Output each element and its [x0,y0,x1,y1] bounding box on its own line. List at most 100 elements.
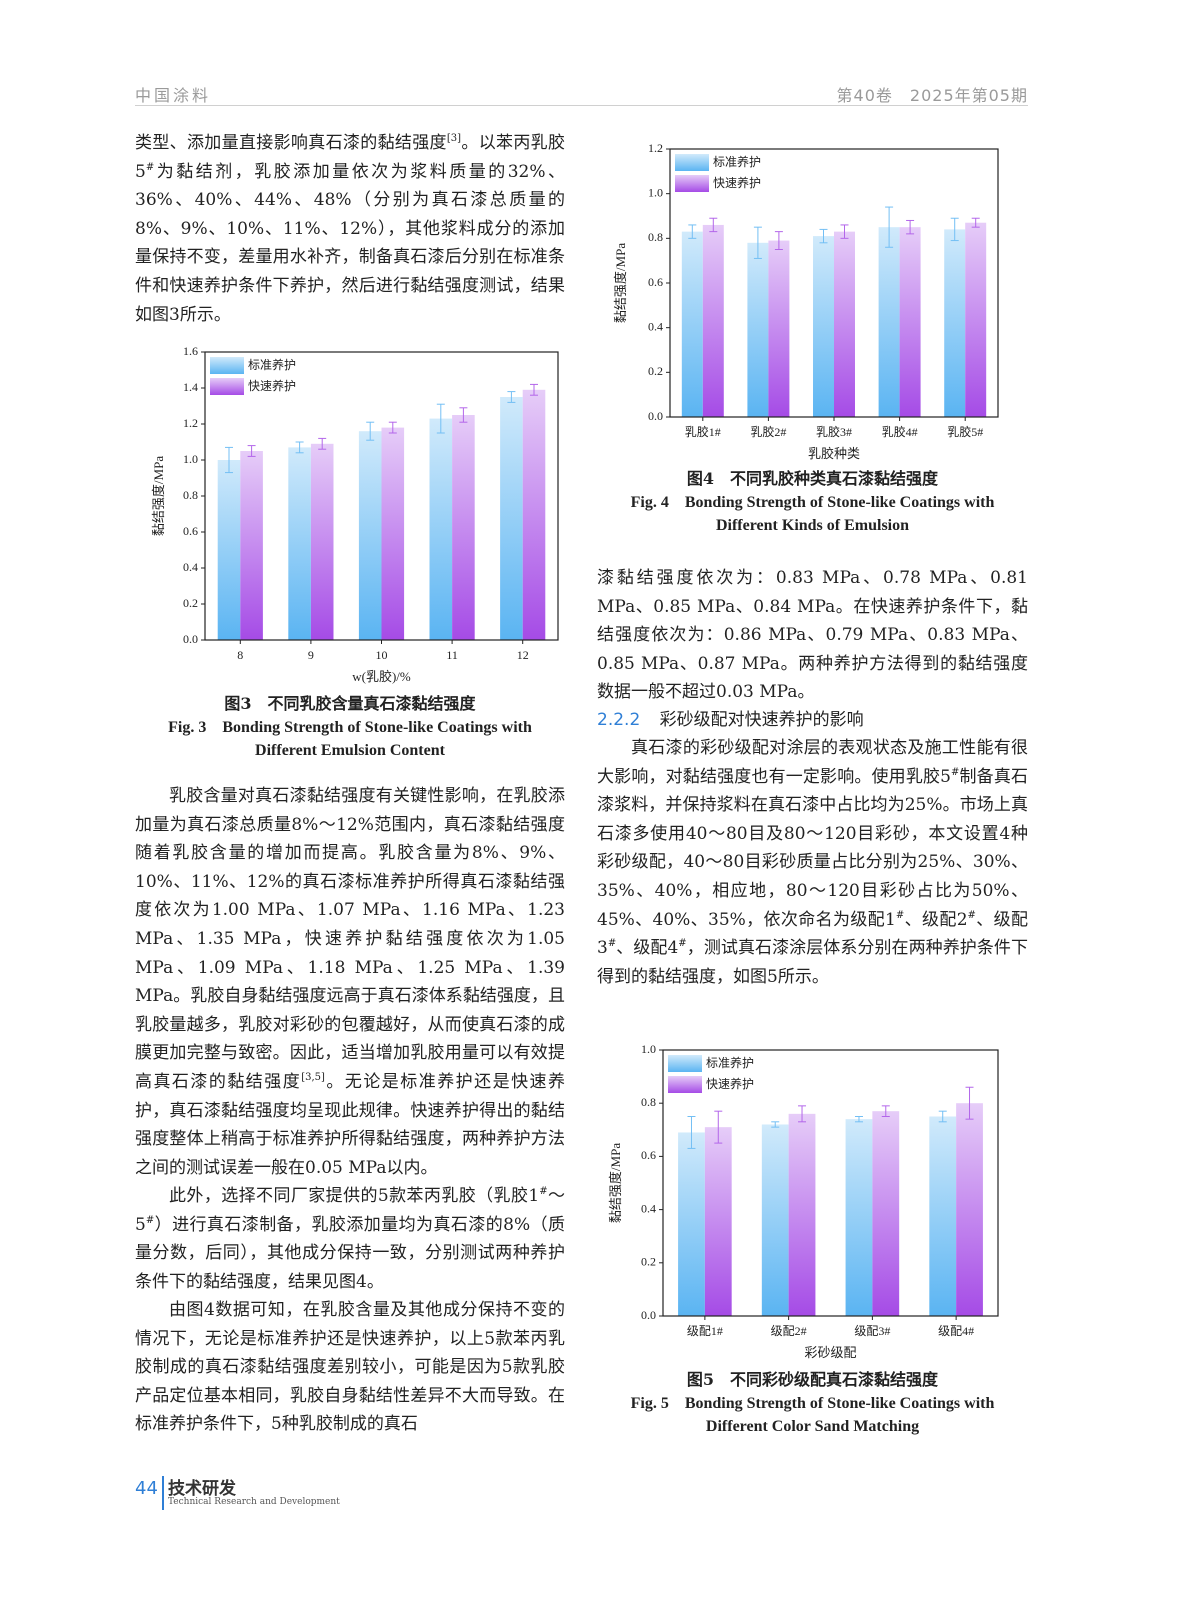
text-run: 乳胶含量对真石漆黏结强度有关键性影响，在乳胶添加量为真石漆总质量8%～12%范围… [135,786,565,1092]
section-heading: 2.2.2 彩砂级配对快速养护的影响 [597,706,864,734]
paragraph: 漆黏结强度依次为：0.83 MPa、0.78 MPa、0.81 MPa、0.85… [597,564,1028,707]
legend-swatch [210,357,244,374]
bar [702,224,724,417]
x-tick-label: 级配3# [854,1324,890,1338]
legend-label: 快速养护 [248,378,296,393]
bar [788,1113,816,1316]
footer-bar [162,1476,164,1510]
bar [813,236,834,417]
x-tick-label: 乳胶1# [685,424,721,439]
error-bar [840,224,849,239]
x-tick-label: 乳胶3# [816,424,852,439]
heading-number: 2.2.2 [597,710,641,730]
text-run: 、级配2 [904,909,968,930]
paragraph: 此外，选择不同厂家提供的5款苯丙乳胶（乳胶1#～5#）进行真石漆制备，乳胶添加量… [135,1182,565,1296]
caption-line: Fig. 5 Bonding Strength of Stone-like Co… [630,1394,995,1412]
error-bar [950,217,959,242]
bar [429,418,453,640]
text-run: 由图4数据可知，在乳胶含量及其他成分保持不变的情况下，无论是标准养护还是快速养护… [135,1300,565,1435]
paragraph: 由图4数据可知，在乳胶含量及其他成分保持不变的情况下，无论是标准养护还是快速养护… [135,1296,565,1439]
bar [681,231,703,417]
error-bar [774,231,783,250]
y-tick-label: 0.4 [641,1201,656,1215]
y-axis-label: 黏结强度/MPa [151,456,166,536]
y-tick-label: 0.8 [648,230,663,244]
y-tick-label: 1.2 [648,141,663,155]
caption-line: Different Color Sand Matching [705,1418,920,1435]
x-tick-label: 12 [517,648,529,662]
figure-caption: 图5 不同彩砂级配真石漆黏结强度 Fig. 5 Bonding Strength … [597,1368,1028,1439]
text-run: 为黏结剂，乳胶添加量依次为浆料质量的32%、36%、40%、44%、48%（分别… [135,161,565,325]
x-tick-label: 级配1# [687,1324,723,1338]
error-bar [885,206,894,248]
bar [944,229,966,417]
error-bar [688,224,697,239]
text-run: 。以苯丙乳胶5 [135,133,566,182]
text-run: ～5 [135,1186,566,1235]
bar [761,1124,789,1316]
y-tick-label: 0.2 [648,364,663,378]
x-tick-label: 11 [446,648,458,662]
superscript: # [678,938,687,950]
y-tick-label: 0.6 [641,1148,656,1162]
bar [845,1119,873,1316]
bar [965,222,987,417]
issue: 第40卷 2025年第05期 [836,86,1028,105]
y-tick-label: 1.2 [183,416,198,430]
error-bar [906,219,915,235]
superscript: # [950,766,960,778]
text-run: 漆黏结强度依次为：0.83 MPa、0.78 MPa、0.81 MPa、0.85… [597,568,1028,703]
y-tick-label: 1.0 [641,1042,656,1056]
text-run: 、级配3 [597,909,1029,959]
y-tick-label: 0.2 [641,1255,656,1269]
superscript: # [539,1186,548,1197]
y-tick-label: 1.6 [183,344,198,358]
error-bar [318,437,327,450]
bar [522,389,546,640]
text-run: 制备真石漆浆料，并保持浆料在真石漆中占比均为25%。市场上真石漆多使用40～80… [597,766,1028,930]
bar [240,451,263,640]
page-number: 44 [135,1478,158,1499]
error-bar [771,1121,780,1128]
text-run: ，测试真石漆涂层体系分别在两种养护条件下得到的黏结强度，如图5所示。 [597,938,1028,987]
chart: 0.0 0.2 0.4 0.6 0.8 1.0 级配1# 级配2# 级配3# 级配4# 彩砂级配 黏结… [608,1042,999,1360]
bar [929,1116,957,1316]
y-tick-label: 0.6 [648,275,663,289]
plot-frame [669,148,999,418]
y-tick-label: 0.6 [183,524,198,538]
superscript: # [145,161,155,173]
error-bar [366,421,375,441]
y-axis-label: 黏结强度/MPa [608,1143,623,1223]
x-tick-label: 乳胶5# [947,424,983,439]
x-tick-label: 级配4# [938,1324,974,1338]
legend-swatch [675,154,709,171]
x-axis-label: w(乳胶)/% [352,669,411,684]
bar [768,240,790,417]
error-bar [709,217,718,233]
section-name-en: Technical Research and Development [168,1497,340,1507]
error-bar [507,391,516,403]
error-bar [529,383,538,396]
bar [872,1111,900,1316]
caption-line: 图4 不同乳胶种类真石漆黏结强度 [686,469,939,488]
y-tick-label: 0.0 [641,1308,656,1322]
y-tick-label: 0.8 [183,488,198,502]
legend-swatch [668,1055,702,1072]
superscript: # [895,909,905,921]
error-bar [971,217,980,228]
header-rule [135,105,1028,106]
bar [217,460,241,640]
error-bar [388,421,397,434]
caption-line: Fig. 4 Bonding Strength of Stone-like Co… [630,493,995,511]
error-bar [436,403,445,434]
text-run: 、级配4 [616,938,679,959]
text-run: 真石漆的彩砂级配对涂层的表观状态及施工性能有很大影响，对黏结强度也有一定影响。使… [597,738,1028,787]
figure-caption: 图3 不同乳胶含量真石漆黏结强度 Fig. 3 Bonding Strength … [135,692,565,763]
section-name: 技术研发 [168,1479,236,1499]
legend-label: 快速养护 [706,1076,754,1091]
plot-frame [662,1049,999,1317]
error-bar [687,1116,696,1149]
error-bar [938,1110,947,1123]
legend-label: 标准养护 [248,357,296,372]
